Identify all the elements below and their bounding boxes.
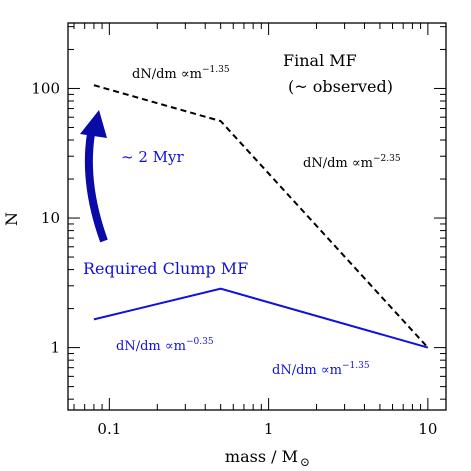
slope-bottom-right: dN/dm ∝m−1.35: [272, 361, 370, 378]
slope-top-left: dN/dm ∝m−1.35: [132, 65, 230, 82]
plot-frame: [67, 22, 447, 411]
evolution-arrowhead: [80, 110, 107, 138]
final-mf-label: Final MF: [283, 51, 357, 70]
final-mf-line: [93, 84, 429, 349]
slope-bottom-left: dN/dm ∝m−0.35: [116, 337, 214, 354]
y-axis-title: N: [2, 212, 21, 226]
y-tick-label: 10: [41, 209, 60, 227]
x-tick-label: 0.1: [97, 420, 121, 438]
x-axis-title: mass / M: [225, 447, 298, 466]
series-layer: [93, 84, 429, 349]
time-label: ~ 2 Myr: [121, 148, 184, 166]
axis-ticks: [68, 23, 446, 410]
y-tick-label: 100: [31, 79, 60, 97]
slope-top-right: dN/dm ∝m−2.35: [303, 154, 401, 171]
x-axis-title-sub: ⊙: [300, 455, 310, 469]
clump-mf-label: Required Clump MF: [83, 259, 248, 278]
tick-labels: 0.1 1 10 1 10 100: [31, 79, 437, 438]
evolution-arrow: [84, 127, 108, 243]
clump-mf-line: [93, 287, 429, 349]
x-tick-label: 1: [264, 420, 274, 438]
x-tick-label: 10: [418, 420, 437, 438]
final-mf-observed-label: (~ observed): [288, 77, 393, 96]
y-tick-label: 1: [50, 339, 60, 357]
